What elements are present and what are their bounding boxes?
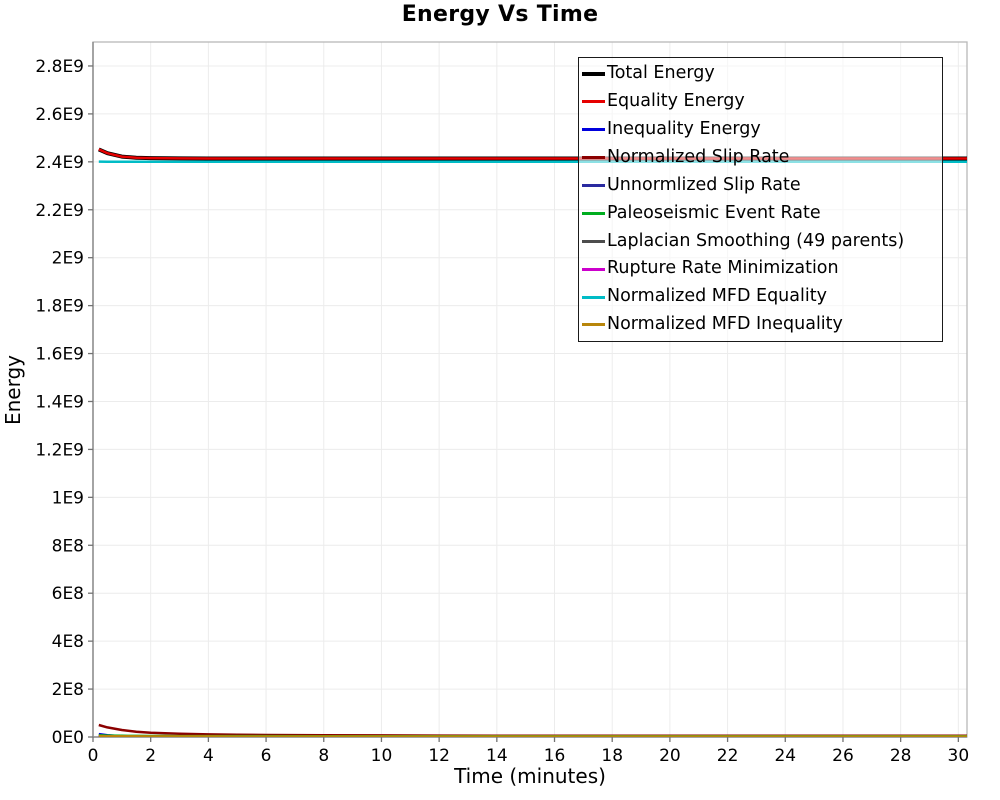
legend-swatch-total-energy: [582, 71, 605, 76]
legend-label: Normalized MFD Equality: [607, 286, 827, 307]
legend-swatch-equality-energy: [582, 100, 605, 104]
legend-item-rupture-rate-minimization: Rupture Rate Minimization: [582, 260, 940, 278]
legend: Total Energy Equality Energy Inequality En…: [578, 57, 943, 342]
x-tick-label: 8: [318, 746, 329, 766]
x-tick-label: 30: [948, 746, 970, 766]
legend-item-equality-energy: Equality Energy: [582, 93, 940, 111]
y-tick-label: 2.4E9: [35, 153, 84, 173]
y-tick-label: 8E8: [52, 536, 84, 556]
y-tick-label: 2.8E9: [35, 57, 84, 77]
legend-swatch-normalized-mfd-inequality: [582, 323, 605, 327]
legend-label: Normalized MFD Inequality: [607, 314, 843, 335]
x-tick-label: 18: [601, 746, 623, 766]
y-axis-title: Energy: [1, 354, 25, 426]
x-tick-label: 6: [261, 746, 272, 766]
x-tick-label: 24: [774, 746, 796, 766]
legend-item-paleoseismic-event-rate: Paleoseismic Event Rate: [582, 202, 940, 223]
y-tick-label: 1.2E9: [35, 440, 84, 460]
series-line-normalized-mfd-inequality: [98, 734, 967, 737]
legend-swatch-rupture-rate-minimization: [582, 267, 605, 271]
legend-item-normalized-mfd-equality: Normalized MFD Equality: [582, 288, 940, 306]
y-tick-label: 2.2E9: [35, 201, 84, 221]
x-tick-label: 28: [890, 746, 912, 766]
x-tick-label: 2: [145, 746, 156, 766]
legend-label: Inequality Energy: [607, 118, 761, 139]
legend-swatch-normalized-slip-rate: [582, 156, 605, 160]
legend-item-total-energy: Total Energy: [582, 65, 940, 83]
legend-item-normalized-mfd-inequality: Normalized MFD Inequality: [582, 316, 940, 334]
y-tick-label: 2.6E9: [35, 105, 84, 125]
x-tick-label: 14: [486, 746, 508, 766]
legend-label: Paleoseismic Event Rate: [607, 202, 821, 223]
y-tick-label: 1E9: [52, 488, 84, 508]
legend-swatch-normalized-mfd-equality: [582, 295, 605, 299]
legend-swatch-inequality-energy: [582, 128, 605, 132]
y-tick-label: 6E8: [52, 584, 84, 604]
y-tick-label: 1.6E9: [35, 345, 84, 365]
y-tick-label: 2E8: [52, 680, 84, 700]
legend-item-unnormlized-slip-rate: Unnormlized Slip Rate: [582, 174, 940, 195]
legend-label: Total Energy: [607, 63, 715, 84]
legend-label: Laplacian Smoothing (49 parents): [607, 230, 905, 251]
y-tick-label: 2E9: [52, 249, 84, 269]
y-tick-label: 1.4E9: [35, 392, 84, 412]
x-tick-label: 12: [428, 746, 450, 766]
x-tick-label: 4: [203, 746, 214, 766]
legend-item-normalized-slip-rate: Normalized Slip Rate: [582, 146, 940, 167]
x-tick-label: 26: [832, 746, 854, 766]
legend-swatch-laplacian-smoothing-49-parents: [582, 239, 605, 243]
legend-label: Normalized Slip Rate: [607, 146, 790, 167]
x-axis-title: Time (minutes): [454, 764, 606, 788]
x-tick-label: 10: [371, 746, 393, 766]
legend-item-laplacian-smoothing-49-parents: Laplacian Smoothing (49 parents): [582, 230, 940, 251]
legend-swatch-unnormlized-slip-rate: [582, 184, 605, 187]
x-tick-label: 0: [88, 746, 99, 766]
legend-label: Unnormlized Slip Rate: [607, 174, 801, 195]
legend-swatch-paleoseismic-event-rate: [582, 211, 605, 215]
chart-title: Energy Vs Time: [401, 2, 599, 27]
x-tick-label: 20: [659, 746, 681, 766]
legend-label: Rupture Rate Minimization: [607, 258, 839, 279]
legend-item-inequality-energy: Inequality Energy: [582, 118, 940, 139]
y-tick-label: 4E8: [52, 632, 84, 652]
x-tick-label: 16: [544, 746, 566, 766]
x-tick-label: 22: [717, 746, 739, 766]
y-tick-label: 1.8E9: [35, 297, 84, 317]
y-tick-label: 0E0: [52, 728, 84, 748]
series-line-normalized-slip-rate: [98, 723, 967, 737]
legend-label: Equality Energy: [607, 91, 745, 112]
